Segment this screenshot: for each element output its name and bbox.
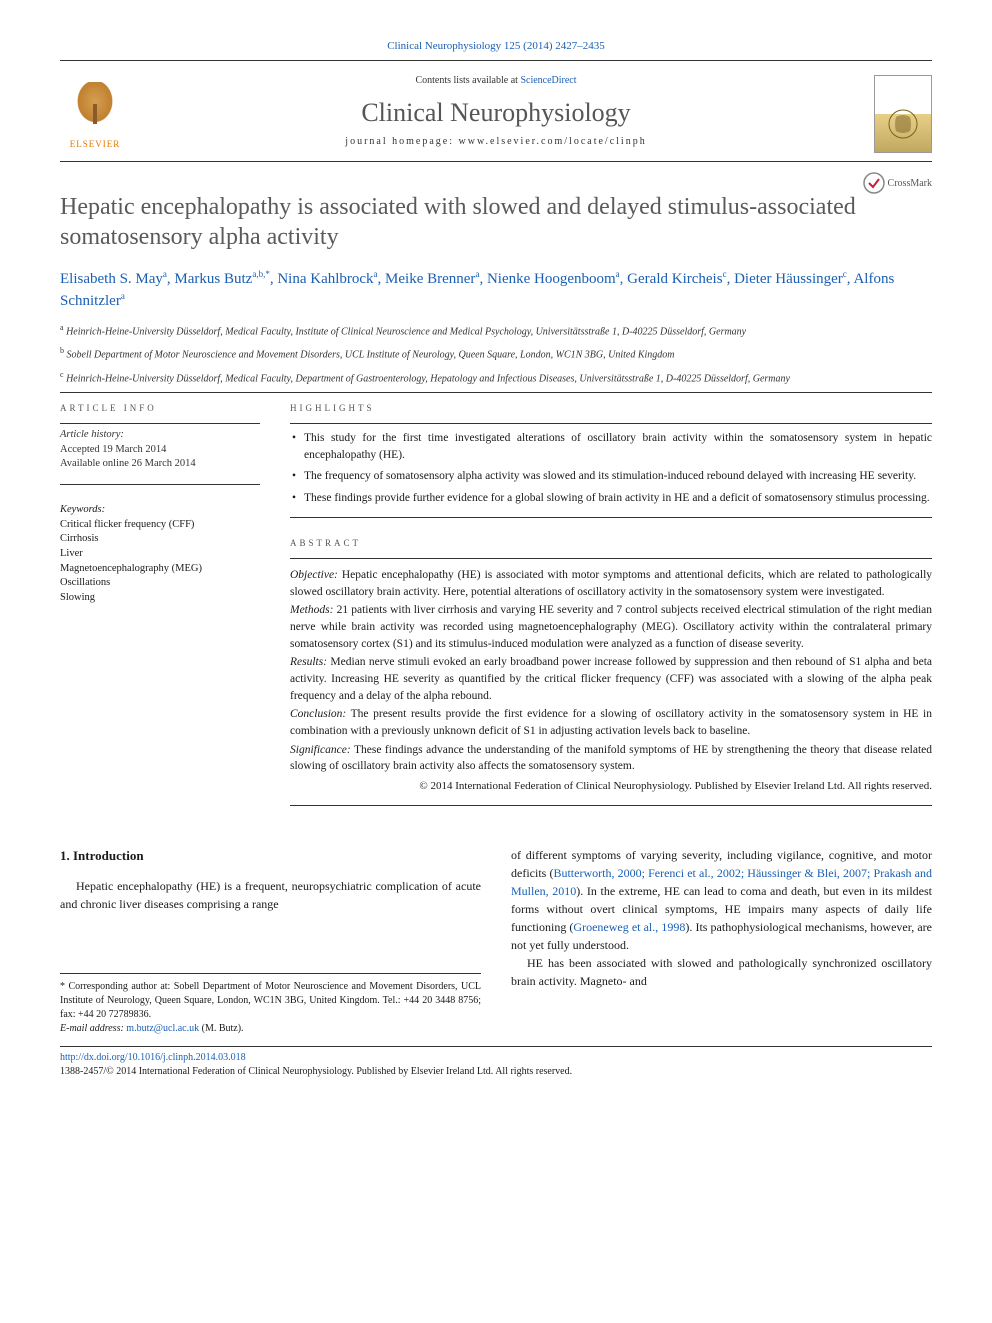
issn-copyright: 1388-2457/© 2014 International Federatio…	[60, 1066, 572, 1077]
crossmark-icon	[863, 172, 885, 194]
journal-cover-thumb	[874, 75, 932, 153]
journal-header: ELSEVIER Contents lists available at Sci…	[60, 65, 932, 157]
publisher-label: ELSEVIER	[70, 139, 121, 149]
online-date: Available online 26 March 2014	[60, 458, 196, 469]
keyword: Magnetoencephalography (MEG)	[60, 562, 260, 577]
journal-name: Clinical Neurophysiology	[60, 98, 932, 128]
affiliation: c Heinrich-Heine-University Düsseldorf, …	[60, 369, 932, 386]
highlight-item: The frequency of somatosensory alpha act…	[290, 468, 932, 485]
methods-text: 21 patients with liver cirrhosis and var…	[290, 604, 932, 649]
ref-link[interactable]: Groeneweg et al., 1998	[573, 920, 685, 934]
corresponding-text: * Corresponding author at: Sobell Depart…	[60, 980, 481, 1022]
crossmark-badge[interactable]: CrossMark	[863, 172, 932, 194]
results-text: Median nerve stimuli evoked an early bro…	[290, 656, 932, 701]
divider	[60, 484, 260, 485]
highlight-item: These findings provide further evidence …	[290, 490, 932, 507]
conclusion-text: The present results provide the first ev…	[290, 708, 932, 737]
objective-text: Hepatic encephalopathy (HE) is associate…	[290, 569, 932, 598]
article-title: Hepatic encephalopathy is associated wit…	[60, 192, 932, 252]
cover-brain-icon	[886, 107, 920, 141]
intro-para-2: of different symptoms of varying severit…	[511, 846, 932, 954]
significance-text: These findings advance the understanding…	[290, 744, 932, 773]
email-label: E-mail address:	[60, 1023, 126, 1034]
divider	[60, 161, 932, 162]
contents-prefix: Contents lists available at	[415, 75, 520, 86]
history-label: Article history:	[60, 429, 124, 440]
citation-top: Clinical Neurophysiology 125 (2014) 2427…	[60, 40, 932, 52]
contents-line: Contents lists available at ScienceDirec…	[60, 75, 932, 86]
accepted-date: Accepted 19 March 2014	[60, 444, 166, 455]
intro-para-3: HE has been associated with slowed and p…	[511, 954, 932, 990]
methods-label: Methods:	[290, 604, 333, 616]
keyword: Cirrhosis	[60, 532, 260, 547]
corresponding-footnote: * Corresponding author at: Sobell Depart…	[60, 973, 481, 1036]
highlights-block: This study for the first time investigat…	[290, 423, 932, 518]
conclusion-label: Conclusion:	[290, 708, 346, 720]
abstract-copyright: © 2014 International Federation of Clini…	[290, 779, 932, 795]
highlights-label: HIGHLIGHTS	[290, 403, 932, 413]
results-label: Results:	[290, 656, 327, 668]
affiliation: a Heinrich-Heine-University Düsseldorf, …	[60, 322, 932, 339]
keyword: Liver	[60, 547, 260, 562]
elsevier-logo: ELSEVIER	[60, 75, 130, 155]
article-history: Article history: Accepted 19 March 2014 …	[60, 428, 260, 472]
elsevier-tree-icon	[65, 82, 125, 137]
keywords-label: Keywords:	[60, 504, 105, 515]
highlight-item: This study for the first time investigat…	[290, 430, 932, 465]
crossmark-label: CrossMark	[888, 178, 932, 189]
significance-label: Significance:	[290, 744, 351, 756]
keyword: Critical flicker frequency (CFF)	[60, 518, 260, 533]
abstract-label: ABSTRACT	[290, 538, 932, 548]
citation-link[interactable]: Clinical Neurophysiology 125 (2014) 2427…	[387, 40, 605, 52]
divider	[60, 392, 932, 393]
divider	[60, 60, 932, 61]
author-list: Elisabeth S. Maya, Markus Butza,b,*, Nin…	[60, 268, 932, 312]
homepage-line: journal homepage: www.elsevier.com/locat…	[60, 136, 932, 147]
sciencedirect-link[interactable]: ScienceDirect	[520, 75, 576, 86]
keyword: Slowing	[60, 591, 260, 606]
divider	[60, 423, 260, 424]
keywords-block: Keywords: Critical flicker frequency (CF…	[60, 503, 260, 606]
objective-label: Objective:	[290, 569, 338, 581]
doi-link[interactable]: http://dx.doi.org/10.1016/j.clinph.2014.…	[60, 1052, 246, 1063]
abstract-block: Objective: Hepatic encephalopathy (HE) i…	[290, 558, 932, 806]
corresponding-email[interactable]: m.butz@ucl.ac.uk	[126, 1023, 199, 1034]
affiliation: b Sobell Department of Motor Neuroscienc…	[60, 345, 932, 362]
keyword: Oscillations	[60, 576, 260, 591]
intro-heading: 1. Introduction	[60, 846, 481, 866]
email-suffix: (M. Butz).	[199, 1023, 243, 1034]
intro-para-1: Hepatic encephalopathy (HE) is a frequen…	[60, 877, 481, 913]
footer: http://dx.doi.org/10.1016/j.clinph.2014.…	[60, 1046, 932, 1079]
article-info-label: ARTICLE INFO	[60, 403, 260, 413]
